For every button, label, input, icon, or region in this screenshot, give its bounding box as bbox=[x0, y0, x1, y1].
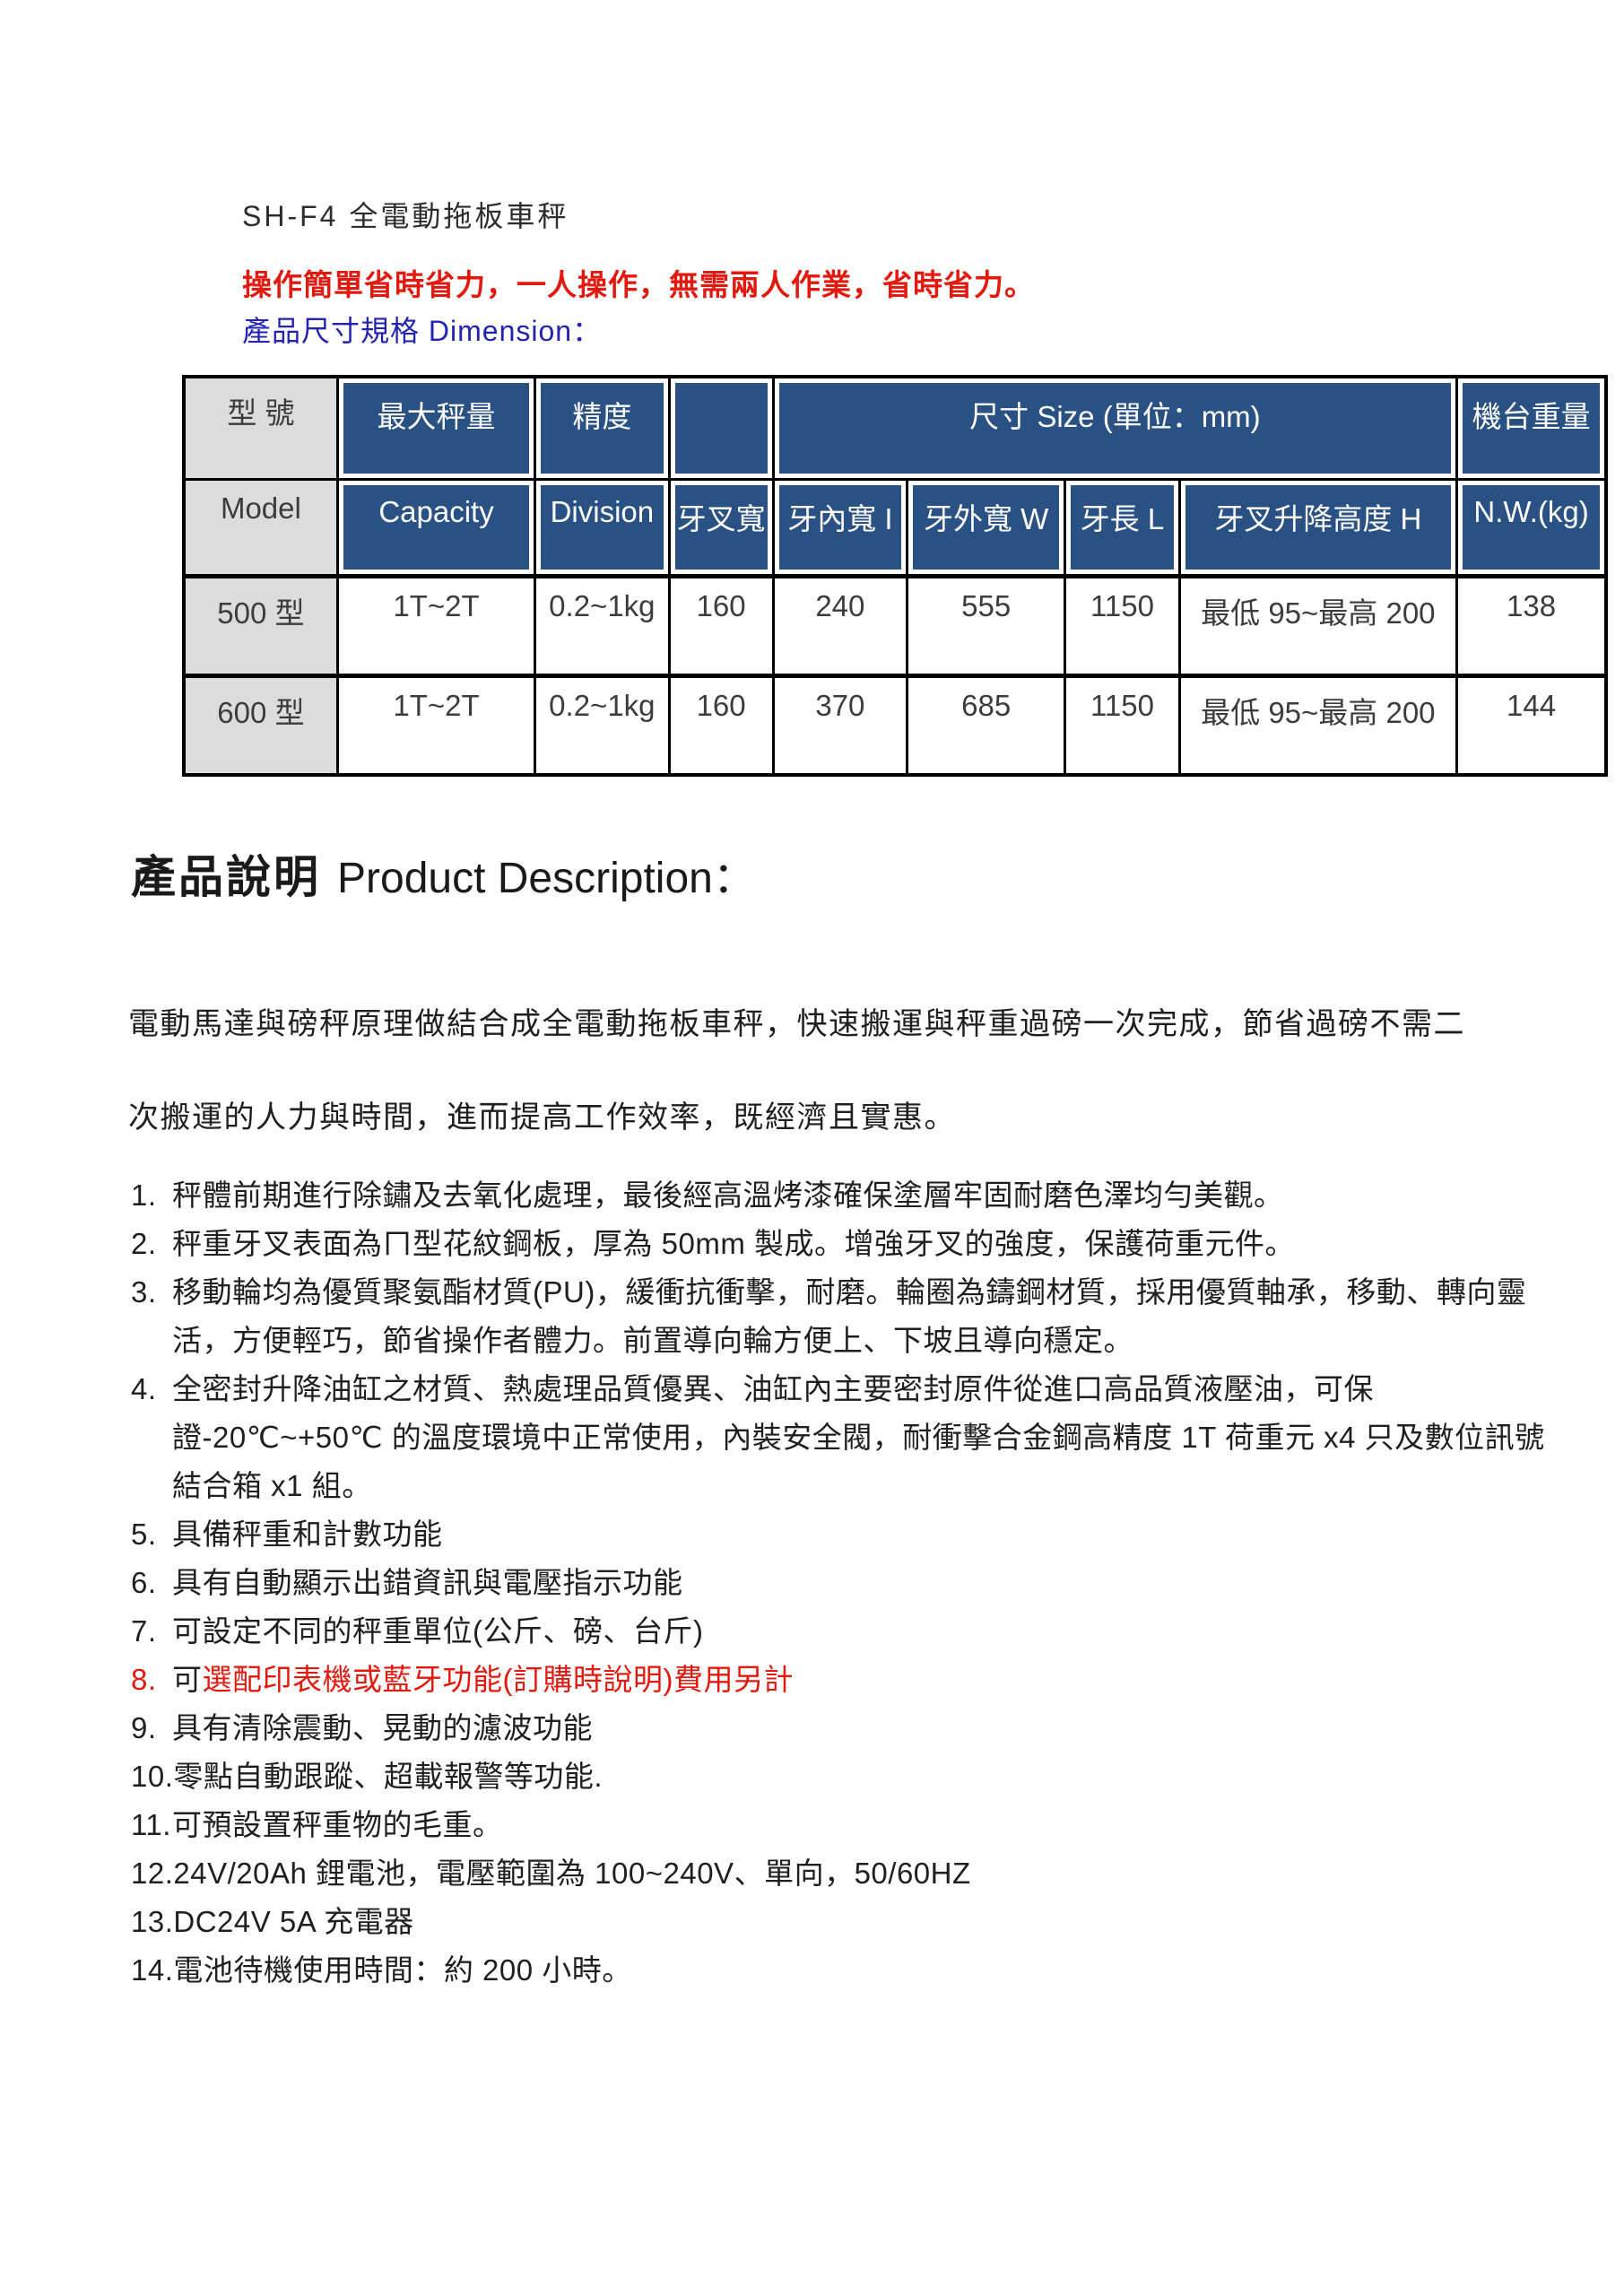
cell-division: 0.2~1kg bbox=[534, 573, 671, 677]
cell-lift-height: 最低 95~最高 200 bbox=[1177, 573, 1459, 677]
cell-fork-length: 1150 bbox=[1064, 673, 1181, 777]
feature-text: 移動輪均為優質聚氨酯材質(PU)，緩衝抗衝擊，耐磨。輪圈為鑄鋼材質，採用優質軸承… bbox=[172, 1275, 1527, 1357]
page-title: SH-F4 全電動拖板車秤 bbox=[242, 200, 569, 232]
th-net-weight: N.W.(kg) bbox=[1455, 477, 1608, 578]
feature-item: 11. 可預設置秤重物的毛重。 bbox=[131, 1801, 1566, 1849]
cell-inner-width: 370 bbox=[771, 673, 909, 777]
spec-table: 型 號 最大秤量 精度 尺寸 Size (單位：mm) 機台重量 Model C… bbox=[182, 375, 1608, 777]
cell-division: 0.2~1kg bbox=[534, 673, 671, 777]
feature-item: 10. 零點自動跟蹤、超載報警等功能. bbox=[131, 1752, 1566, 1801]
feature-number: 3. bbox=[131, 1275, 157, 1309]
feature-item: 1. 秤體前期進行除鏽及去氧化處理，最後經高溫烤漆確保塗層牢固耐磨色澤均勻美觀。 bbox=[131, 1171, 1566, 1220]
feature-number: 2. bbox=[131, 1227, 157, 1260]
cell-lift-height: 最低 95~最高 200 bbox=[1177, 673, 1459, 777]
table-header-row-en: Model Capacity Division 牙叉寬 牙內寬 I 牙外寬 W … bbox=[182, 477, 1608, 578]
section-heading-en: Product Description： bbox=[337, 855, 756, 902]
cell-fork-length: 1150 bbox=[1064, 573, 1181, 677]
th-fork-width: 牙叉寬 bbox=[667, 477, 775, 578]
th-lift-height: 牙叉升降高度 H bbox=[1177, 477, 1459, 578]
th-model-en: Model bbox=[182, 477, 339, 578]
th-division-en: Division bbox=[534, 477, 671, 578]
feature-number: 10. bbox=[131, 1760, 174, 1793]
feature-list: 1. 秤體前期進行除鏽及去氧化處理，最後經高溫烤漆確保塗層牢固耐磨色澤均勻美觀。 … bbox=[131, 1171, 1566, 1995]
cell-fork-width: 160 bbox=[667, 573, 775, 677]
feature-text: 零點自動跟蹤、超載報警等功能. bbox=[173, 1760, 604, 1793]
feature-item: 7. 可設定不同的秤重單位(公斤、磅、台斤) bbox=[131, 1607, 1566, 1656]
cell-model: 600 型 bbox=[182, 673, 339, 777]
feature-text: 秤重牙叉表面為ㄇ型花紋鋼板，厚為 50mm 製成。增強牙叉的強度，保護荷重元件。 bbox=[172, 1227, 1296, 1260]
th-weight-zh: 機台重量 bbox=[1455, 375, 1608, 481]
cell-fork-width: 160 bbox=[667, 673, 775, 777]
description-paragraph: 電動馬達與磅秤原理做結合成全電動拖板車秤，快速搬運與秤重過磅一次完成，節省過磅不… bbox=[128, 1006, 1572, 1193]
feature-text: 具有自動顯示出錯資訊與電壓指示功能 bbox=[172, 1566, 683, 1599]
cell-outer-width: 555 bbox=[905, 573, 1067, 677]
cell-outer-width: 685 bbox=[905, 673, 1067, 777]
table-row-600: 600 型 1T~2T 0.2~1kg 160 370 685 1150 最低 … bbox=[182, 673, 1608, 777]
feature-number: 7. bbox=[131, 1614, 157, 1648]
description-line: 次搬運的人力與時間，進而提高工作效率，既經濟且實惠。 bbox=[128, 1100, 956, 1135]
section-heading-zh: 產品說明 bbox=[131, 852, 321, 902]
feature-text: 全密封升降油缸之材質、熱處理品質優異、油缸內主要密封原件從進口高品質液壓油，可保… bbox=[172, 1372, 1545, 1502]
feature-number: 11. bbox=[131, 1808, 171, 1841]
cell-inner-width: 240 bbox=[771, 573, 909, 677]
feature-number: 5. bbox=[131, 1518, 157, 1551]
cell-capacity: 1T~2T bbox=[335, 673, 537, 777]
feature-item: 6. 具有自動顯示出錯資訊與電壓指示功能 bbox=[131, 1559, 1566, 1607]
th-capacity-zh: 最大秤量 bbox=[335, 375, 537, 481]
feature-text: 電池待機使用時間：約 200 小時。 bbox=[173, 1953, 632, 1987]
feature-item: 13. DC24V 5A 充電器 bbox=[131, 1898, 1566, 1946]
feature-number: 9. bbox=[131, 1711, 157, 1744]
description-line: 電動馬達與磅秤原理做結合成全電動拖板車秤，快速搬運與秤重過磅一次完成，節省過磅不… bbox=[128, 1007, 1465, 1041]
feature-number: 1. bbox=[131, 1178, 157, 1212]
feature-number: 12. bbox=[131, 1857, 174, 1890]
th-capacity-en: Capacity bbox=[335, 477, 537, 578]
cell-net-weight: 144 bbox=[1455, 673, 1608, 777]
feature-item: 4. 全密封升降油缸之材質、熱處理品質優異、油缸內主要密封原件從進口高品質液壓油，… bbox=[131, 1365, 1566, 1510]
cell-net-weight: 138 bbox=[1455, 573, 1608, 677]
th-fork-length: 牙長 L bbox=[1064, 477, 1181, 578]
feature-text: 秤體前期進行除鏽及去氧化處理，最後經高溫烤漆確保塗層牢固耐磨色澤均勻美觀。 bbox=[172, 1178, 1284, 1212]
th-model-zh: 型 號 bbox=[182, 375, 339, 481]
feature-item: 5. 具備秤重和計數功能 bbox=[131, 1510, 1566, 1559]
feature-item: 12. 24V/20Ah 鋰電池，電壓範圍為 100~240V、單向，50/60H… bbox=[131, 1849, 1566, 1898]
tagline-text: 操作簡單省時省力，一人操作，無需兩人作業，省時省力。 bbox=[242, 268, 1035, 301]
feature-text: 具有清除震動、晃動的濾波功能 bbox=[172, 1711, 593, 1744]
cell-capacity: 1T~2T bbox=[335, 573, 537, 677]
feature-text-red: 選配印表機或藍牙功能(訂購時說明)費用另計 bbox=[202, 1663, 794, 1696]
feature-text: 具備秤重和計數功能 bbox=[172, 1518, 443, 1551]
th-size-group: 尺寸 Size (單位：mm) bbox=[771, 375, 1459, 481]
feature-text: 可選配印表機或藍牙功能(訂購時說明)費用另計 bbox=[172, 1656, 1566, 1704]
table-row-500: 500 型 1T~2T 0.2~1kg 160 240 555 1150 最低 … bbox=[182, 573, 1608, 677]
feature-number: 4. bbox=[131, 1372, 157, 1405]
feature-text: 可預設置秤重物的毛重。 bbox=[172, 1808, 503, 1841]
feature-text: DC24V 5A 充電器 bbox=[173, 1905, 414, 1938]
th-inner-width: 牙內寬 I bbox=[771, 477, 909, 578]
feature-number: 13. bbox=[131, 1905, 174, 1938]
feature-text-black: 可 bbox=[172, 1663, 203, 1696]
feature-number: 6. bbox=[131, 1566, 157, 1599]
feature-text: 可設定不同的秤重單位(公斤、磅、台斤) bbox=[172, 1614, 704, 1648]
feature-number: 14. bbox=[131, 1953, 174, 1987]
feature-item: 14. 電池待機使用時間：約 200 小時。 bbox=[131, 1946, 1566, 1995]
th-outer-width: 牙外寬 W bbox=[905, 477, 1067, 578]
th-size-spacer-cell bbox=[667, 375, 775, 481]
feature-text: 24V/20Ah 鋰電池，電壓範圍為 100~240V、單向，50/60HZ bbox=[173, 1857, 971, 1890]
section-heading: 產品說明 Product Description： bbox=[131, 841, 756, 906]
feature-item: 9. 具有清除震動、晃動的濾波功能 bbox=[131, 1704, 1566, 1752]
dimension-label: 產品尺寸規格 Dimension： bbox=[242, 315, 603, 347]
feature-item: 3. 移動輪均為優質聚氨酯材質(PU)，緩衝抗衝擊，耐磨。輪圈為鑄鋼材質，採用優質… bbox=[131, 1268, 1566, 1365]
feature-number: 8. bbox=[131, 1663, 157, 1696]
cell-model: 500 型 bbox=[182, 573, 339, 677]
th-division-zh: 精度 bbox=[534, 375, 671, 481]
feature-item-optional-printer: 8. 可選配印表機或藍牙功能(訂購時說明)費用另計 bbox=[131, 1656, 1566, 1704]
table-header-row-zh: 型 號 最大秤量 精度 尺寸 Size (單位：mm) 機台重量 bbox=[182, 375, 1608, 481]
feature-item: 2. 秤重牙叉表面為ㄇ型花紋鋼板，厚為 50mm 製成。增強牙叉的強度，保護荷重元… bbox=[131, 1220, 1566, 1268]
